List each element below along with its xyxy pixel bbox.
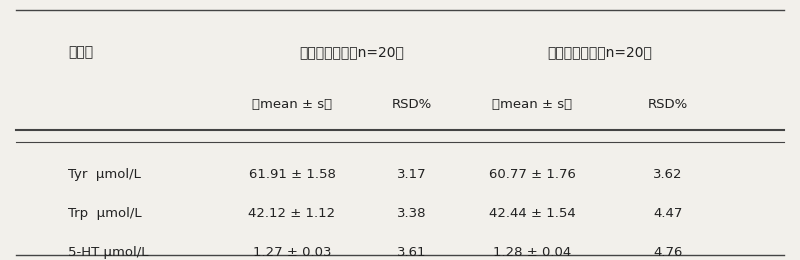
Text: （mean ± s）: （mean ± s） [492, 98, 572, 110]
Text: 61.91 ± 1.58: 61.91 ± 1.58 [249, 168, 335, 181]
Text: Trp  μmol/L: Trp μmol/L [68, 207, 142, 220]
Text: 氨基酸: 氨基酸 [68, 45, 93, 59]
Text: 1.27 ± 0.03: 1.27 ± 0.03 [253, 246, 331, 259]
Text: 日间不精密度（n=20）: 日间不精密度（n=20） [547, 45, 653, 59]
Text: 3.38: 3.38 [398, 207, 426, 220]
Text: 5-HT μmol/L: 5-HT μmol/L [68, 246, 149, 259]
Text: 内日不精密度（n=20）: 内日不精密度（n=20） [299, 45, 405, 59]
Text: 3.17: 3.17 [397, 168, 427, 181]
Text: 4.47: 4.47 [654, 207, 682, 220]
Text: 4.76: 4.76 [654, 246, 682, 259]
Text: RSD%: RSD% [392, 98, 432, 110]
Text: RSD%: RSD% [648, 98, 688, 110]
Text: 3.61: 3.61 [398, 246, 426, 259]
Text: Tyr  μmol/L: Tyr μmol/L [68, 168, 141, 181]
Text: 42.12 ± 1.12: 42.12 ± 1.12 [249, 207, 335, 220]
Text: 60.77 ± 1.76: 60.77 ± 1.76 [489, 168, 575, 181]
Text: 1.28 ± 0.04: 1.28 ± 0.04 [493, 246, 571, 259]
Text: （mean ± s）: （mean ± s） [252, 98, 332, 110]
Text: 3.62: 3.62 [654, 168, 682, 181]
Text: 42.44 ± 1.54: 42.44 ± 1.54 [489, 207, 575, 220]
